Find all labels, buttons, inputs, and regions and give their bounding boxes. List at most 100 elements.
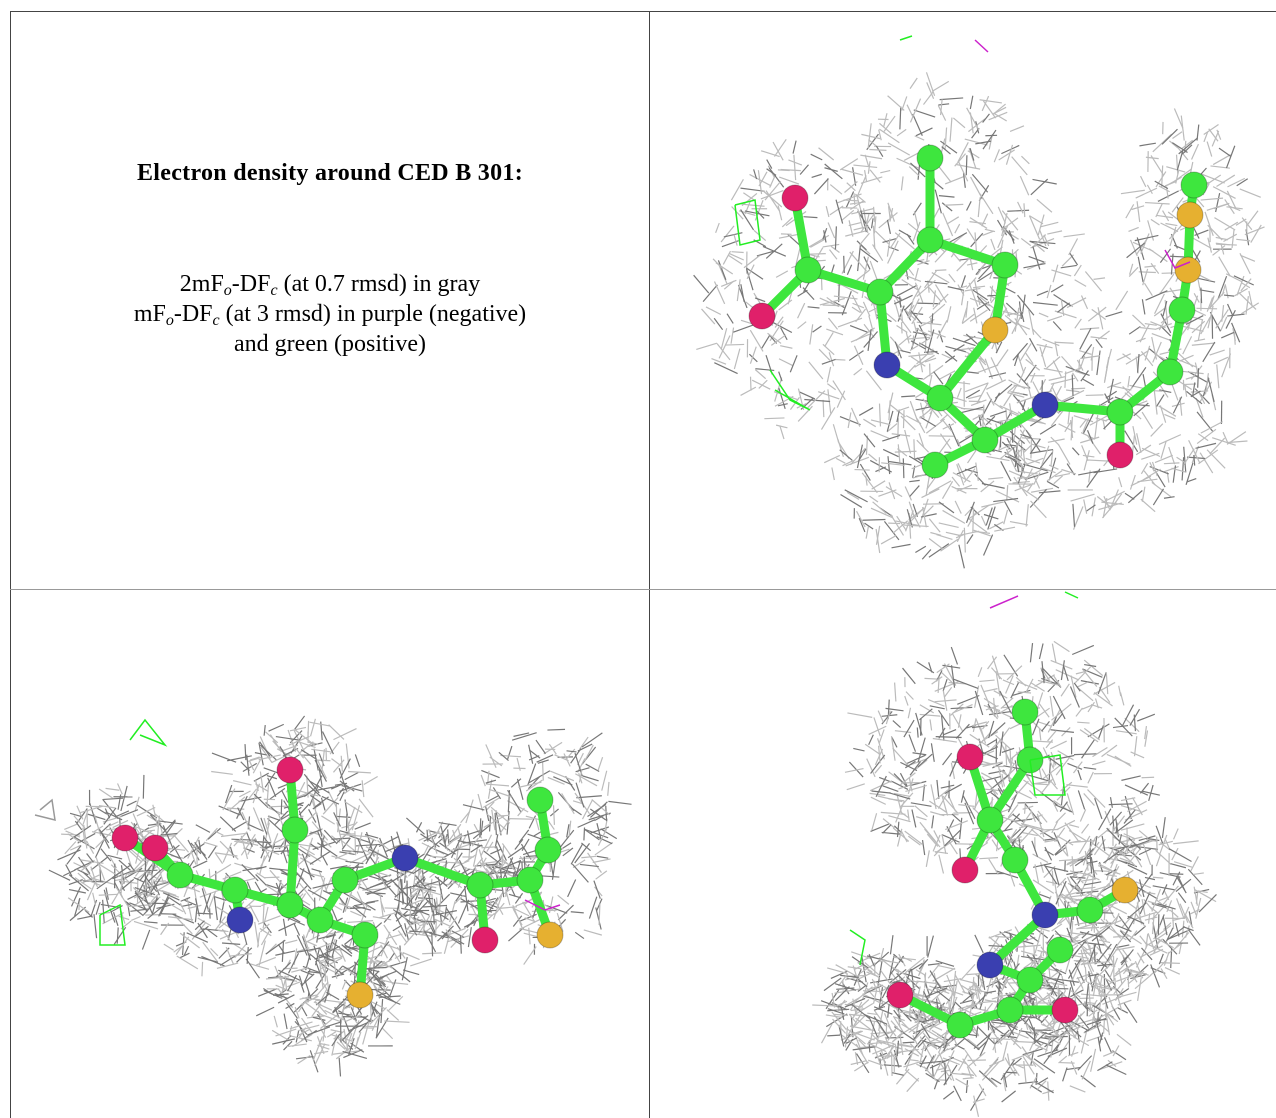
- mesh-line: [602, 771, 607, 791]
- mesh-line: [982, 777, 1000, 782]
- mesh-line: [895, 451, 917, 452]
- mesh-line: [932, 677, 943, 684]
- mesh-line: [359, 887, 382, 897]
- mesh-line: [1084, 767, 1096, 769]
- mesh-line: [911, 803, 932, 807]
- mesh-line: [1165, 223, 1177, 225]
- mesh-line: [871, 791, 890, 793]
- mesh-line: [1161, 968, 1167, 978]
- mesh-line: [1054, 476, 1063, 484]
- mesh-line: [1152, 337, 1157, 359]
- mesh-line: [984, 535, 993, 556]
- mesh-line: [912, 464, 923, 469]
- mesh-line: [812, 174, 822, 177]
- mesh-line: [731, 328, 733, 344]
- mesh-line: [931, 318, 932, 338]
- mesh-line: [827, 384, 835, 390]
- mesh-line: [757, 251, 776, 256]
- mesh-line: [1143, 842, 1151, 865]
- mesh-line: [1000, 406, 1019, 415]
- mesh-line: [849, 351, 863, 361]
- mesh-line: [959, 545, 964, 569]
- mesh-line: [918, 738, 925, 763]
- mesh-line: [755, 298, 765, 302]
- mesh-line: [836, 200, 843, 224]
- mesh-line: [1172, 848, 1178, 860]
- mesh-line: [983, 101, 995, 118]
- mesh-line: [1083, 413, 1093, 434]
- page: Electron density around CED B 301: 2mFo-…: [0, 0, 1276, 1118]
- atom: [227, 907, 253, 933]
- mesh-line: [829, 352, 833, 366]
- mesh-line: [324, 830, 337, 844]
- mesh-line: [77, 916, 92, 919]
- mesh-line: [1054, 641, 1070, 651]
- mesh-line: [1116, 731, 1137, 734]
- mesh-line: [1053, 321, 1061, 330]
- mesh-line: [454, 858, 467, 869]
- mesh-line: [968, 151, 980, 158]
- mesh-line: [853, 748, 864, 750]
- mesh-line: [1078, 770, 1081, 780]
- atom: [392, 845, 418, 871]
- mesh-line: [1156, 855, 1160, 866]
- mesh-line: [1079, 359, 1080, 371]
- mesh-line: [1093, 747, 1108, 756]
- mesh-line: [524, 946, 537, 964]
- mesh-line: [778, 205, 782, 220]
- mesh-line: [1004, 814, 1019, 831]
- mesh-line: [922, 549, 931, 559]
- mesh-line: [1104, 1037, 1111, 1053]
- mesh-line: [481, 770, 499, 777]
- mesh-line: [279, 923, 296, 931]
- mesh-line: [917, 419, 925, 433]
- mesh-line: [1024, 203, 1025, 217]
- mesh-line: [333, 996, 349, 1012]
- mesh-line: [1226, 310, 1235, 328]
- mesh-line: [947, 306, 951, 322]
- atom: [332, 867, 358, 893]
- mesh-line: [99, 789, 112, 798]
- mesh-line: [822, 359, 836, 364]
- mesh-line: [328, 791, 336, 808]
- mesh-line: [1227, 314, 1244, 316]
- mesh-line: [393, 925, 402, 930]
- atom: [992, 252, 1018, 278]
- mesh-line: [901, 396, 915, 397]
- atom: [795, 257, 821, 283]
- mesh-line: [547, 729, 565, 730]
- mesh-line: [979, 680, 994, 681]
- mesh-line: [135, 797, 139, 812]
- mesh-line: [1031, 373, 1035, 383]
- mesh-line: [332, 974, 344, 977]
- mesh-line: [1145, 203, 1170, 204]
- mesh-line: [487, 865, 503, 866]
- mesh-line: [851, 334, 870, 342]
- atom: [982, 317, 1008, 343]
- mesh-line: [355, 823, 371, 829]
- mesh-line: [1144, 283, 1152, 296]
- atom: [537, 922, 563, 948]
- mesh-line: [1124, 919, 1134, 937]
- mesh-line: [926, 474, 929, 495]
- mesh-line: [1072, 921, 1073, 934]
- mesh-line: [536, 819, 539, 830]
- mesh-line: [696, 343, 717, 349]
- mesh-line: [1129, 931, 1137, 941]
- atom: [927, 385, 953, 411]
- mesh-line: [1004, 510, 1008, 524]
- atom: [1107, 399, 1133, 425]
- atom: [142, 835, 168, 861]
- mesh-line: [330, 742, 339, 754]
- mesh-line: [899, 230, 911, 237]
- mesh-line: [1088, 772, 1093, 783]
- mesh-line: [936, 535, 952, 540]
- mesh-line: [943, 679, 947, 691]
- mesh-line: [587, 804, 606, 816]
- mesh-line: [1165, 968, 1180, 975]
- mesh-line: [939, 502, 954, 513]
- mesh-line: [127, 801, 137, 806]
- mesh-line: [1085, 271, 1101, 291]
- mesh-line: [1125, 785, 1148, 795]
- mesh-line: [567, 751, 577, 752]
